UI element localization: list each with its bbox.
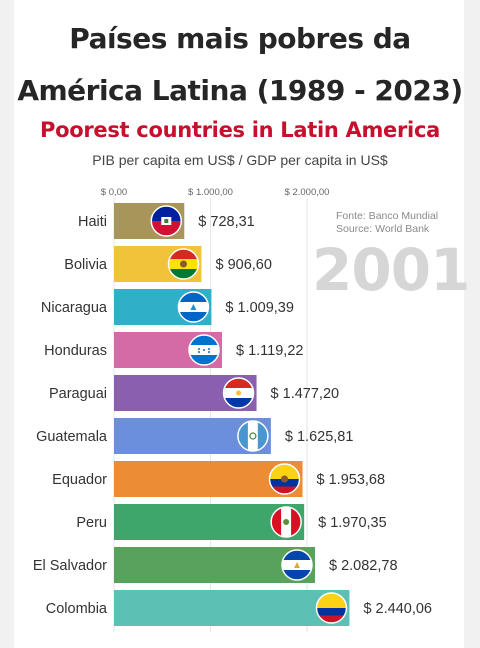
bar-row: Paraguai $ 1.477,20 xyxy=(49,375,339,411)
value-label: $ 1.009,39 xyxy=(225,300,294,316)
category-label: Honduras xyxy=(44,343,107,359)
bar-row: Peru $ 1.970,35 xyxy=(76,504,387,540)
value-label: $ 728,31 xyxy=(198,214,254,230)
value-label: $ 1.625,81 xyxy=(285,429,354,445)
value-label: $ 2.440,06 xyxy=(363,601,432,617)
value-label: $ 906,60 xyxy=(215,257,271,273)
bar xyxy=(114,590,350,626)
right-margin xyxy=(464,0,480,648)
category-label: Peru xyxy=(76,515,107,531)
bar-row: Nicaragua $ 1.009,39 xyxy=(41,289,294,325)
category-label: Nicaragua xyxy=(41,300,108,316)
bolivia-flag-icon xyxy=(167,248,200,280)
source-line-2: Source: World Bank xyxy=(336,223,430,235)
category-label: Paraguai xyxy=(49,386,107,402)
value-label: $ 2.082,78 xyxy=(329,558,398,574)
bar-row: El Salvador $ 2.082,78 xyxy=(33,547,398,583)
x-tick-label: $ 0,00 xyxy=(101,187,127,198)
year-label: 2001 xyxy=(312,236,470,304)
category-label: Guatemala xyxy=(36,429,108,445)
el-salvador-flag-icon xyxy=(281,549,313,581)
value-label: $ 1.970,35 xyxy=(318,515,387,531)
value-label: $ 1.477,20 xyxy=(271,386,340,402)
value-label: $ 1.953,68 xyxy=(317,472,386,488)
category-label: Colombia xyxy=(46,601,108,617)
category-label: Equador xyxy=(52,472,107,488)
bar-row: Colombia $ 2.440,06 xyxy=(46,590,432,626)
unit-label: PIB per capita em US$ / GDP per capita i… xyxy=(92,152,388,168)
x-tick-label: $ 1.000,00 xyxy=(188,187,233,198)
bar-row: Honduras $ 1.119,22 xyxy=(44,332,303,368)
category-label: El Salvador xyxy=(33,558,107,574)
paraguay-flag-icon xyxy=(222,377,255,409)
peru-flag-icon xyxy=(270,506,302,538)
title-line-1: Países mais pobres da xyxy=(69,22,411,55)
bar-row: Haiti $ 728,31 xyxy=(78,203,255,239)
source-line-1: Fonte: Banco Mundial xyxy=(336,210,439,222)
bar-row: Equador $ 1.953,68 xyxy=(52,461,385,497)
guatemala-flag-icon xyxy=(237,420,269,452)
ecuador-flag-icon xyxy=(268,463,301,495)
category-label: Bolivia xyxy=(64,257,108,273)
x-tick-label: $ 2.000,00 xyxy=(285,187,330,198)
chart-subtitle: Poorest countries in Latin America xyxy=(40,118,440,142)
title-line-2: América Latina (1989 - 2023) xyxy=(17,74,463,107)
colombia-flag-icon xyxy=(315,592,348,624)
value-label: $ 1.119,22 xyxy=(236,343,303,359)
nicaragua-flag-icon xyxy=(177,291,210,323)
bar-row: Guatemala $ 1.625,81 xyxy=(36,418,353,454)
honduras-flag-icon xyxy=(188,334,220,366)
left-margin xyxy=(0,0,14,648)
category-label: Haiti xyxy=(78,214,107,230)
bar-row: Bolivia $ 906,60 xyxy=(64,246,272,282)
haiti-flag-icon xyxy=(150,205,183,237)
